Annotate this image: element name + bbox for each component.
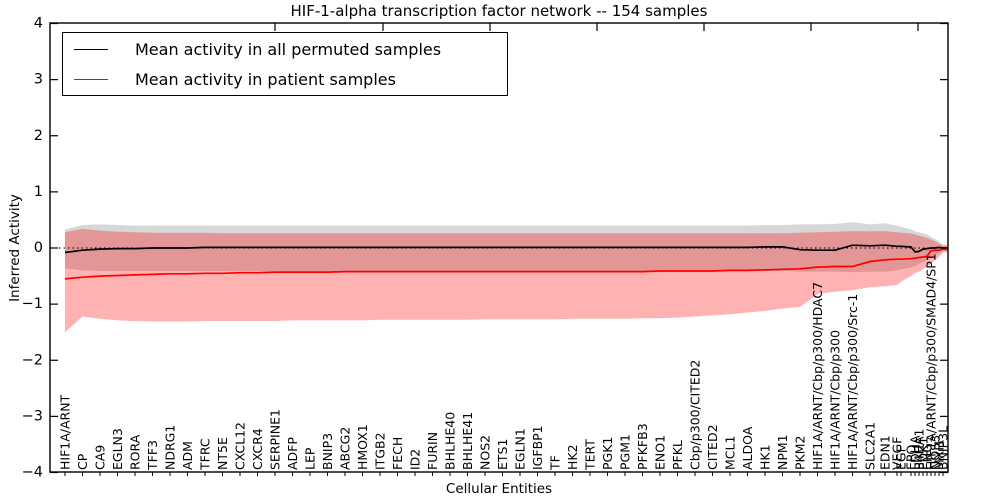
entity-label: TF <box>547 455 562 471</box>
entity-label: BHLHE40 <box>442 412 457 470</box>
entity-label: CXCL12 <box>232 422 247 470</box>
y-axis-title: Inferred Activity <box>7 194 23 302</box>
entity-label: SLC2A1 <box>862 422 877 470</box>
entity-label: NDRG1 <box>162 425 177 470</box>
entity-label: HK1 <box>757 444 772 470</box>
entity-label: HK2 <box>565 444 580 470</box>
entity-label: LEP <box>302 447 317 470</box>
y-tick-label: −2 <box>22 352 43 368</box>
entity-label: HIF1A/ARNT <box>57 394 72 470</box>
entity-label: MXI1 <box>931 439 946 470</box>
y-tick-label: 1 <box>34 184 43 200</box>
entity-label: PKM2 <box>792 436 807 470</box>
entity-label: BNIP3L <box>935 426 950 470</box>
y-tick-label: 0 <box>34 240 43 256</box>
x-axis-title: Cellular Entities <box>445 481 553 497</box>
patient-confidence-band <box>65 228 948 333</box>
entity-label: TFF3 <box>145 440 160 471</box>
entity-label: HIF1A/ARNT/Cbp/p300/HDAC7 <box>810 282 825 470</box>
chart-title: HIF-1-alpha transcription factor network… <box>290 2 708 20</box>
entity-label: NOS2 <box>477 435 492 470</box>
entity-label: PGK1 <box>600 437 615 470</box>
entity-label: CXCR4 <box>250 428 265 470</box>
entity-label: HMOX1 <box>355 424 370 470</box>
permuted-line-sample <box>74 48 108 50</box>
entity-label: CP <box>75 453 90 470</box>
legend-item-patient: Mean activity in patient samples <box>63 65 507 93</box>
entity-label: EGLN1 <box>512 428 527 470</box>
legend-item-permuted: Mean activity in all permuted samples <box>63 35 507 63</box>
entity-label: RORA <box>127 434 142 470</box>
entity-label: PFKFB3 <box>635 423 650 470</box>
entity-label: CA9 <box>92 445 107 470</box>
entity-label: ITGB2 <box>372 432 387 470</box>
entity-label: Cbp/p300/CITED2 <box>687 360 702 470</box>
entity-label: NT5E <box>215 437 230 470</box>
entity-label: EGLN3 <box>110 428 125 470</box>
entity-label: ALDOA <box>740 426 755 470</box>
entity-label: NPM1 <box>775 434 790 470</box>
legend: Mean activity in all permuted samples Me… <box>62 32 508 96</box>
entity-label: SERPINE1 <box>267 409 282 470</box>
entity-label: CITED2 <box>705 424 720 470</box>
entity-label: EDN1 <box>877 435 892 470</box>
entity-label: PGM1 <box>617 434 632 470</box>
entity-label: EGF <box>893 445 908 470</box>
entity-label: ADM <box>180 441 195 470</box>
entity-label: ADFP <box>285 437 300 470</box>
legend-label-patient: Mean activity in patient samples <box>135 69 396 89</box>
y-tick-label: −1 <box>22 296 43 312</box>
entity-label: HIF1A/ARNT/Cbp/p300/SMAD4/SP1 <box>923 253 938 470</box>
entity-label: HIF1A/ARNT/Cbp/p300 <box>827 330 842 470</box>
entity-label: FECH <box>390 437 405 470</box>
y-tick-label: −4 <box>22 465 43 481</box>
patient-line-sample <box>74 78 108 80</box>
entity-label: MCL1 <box>722 436 737 470</box>
entity-label: PFKL <box>670 440 685 470</box>
entity-label: LDHA <box>907 435 922 470</box>
entity-label: BNIP3 <box>320 433 335 470</box>
entity-label: ENG <box>919 443 934 470</box>
legend-label-permuted: Mean activity in all permuted samples <box>135 39 442 59</box>
entity-label: ID2 <box>407 449 422 470</box>
entity-label: HIF1A/ARNT/Cbp/p300/Src-1 <box>845 294 860 470</box>
entity-label: EPO <box>903 445 918 470</box>
entity-label: ETS1 <box>495 439 510 470</box>
patient-mean-line <box>64 248 948 280</box>
entity-label: TERT <box>582 439 597 471</box>
y-tick-label: 2 <box>34 128 43 144</box>
entity-label: TFRC <box>197 438 212 471</box>
entity-label: ENO1 <box>652 435 667 470</box>
entity-label: PDK1 <box>915 437 930 470</box>
entity-label: VEGF <box>889 437 904 470</box>
entity-label: IGFBP1 <box>530 425 545 470</box>
y-tick-label: 3 <box>34 72 43 88</box>
permuted-mean-line <box>64 244 948 254</box>
y-tick-label: −3 <box>22 408 43 424</box>
entity-label: FURIN <box>425 432 440 470</box>
entity-label: NOS3 <box>927 435 942 470</box>
y-tick-label: 4 <box>34 16 43 32</box>
entity-label: P4HA1 <box>911 429 926 470</box>
entity-label: BHLHE41 <box>460 412 475 470</box>
entity-label: ABCG2 <box>337 427 352 470</box>
